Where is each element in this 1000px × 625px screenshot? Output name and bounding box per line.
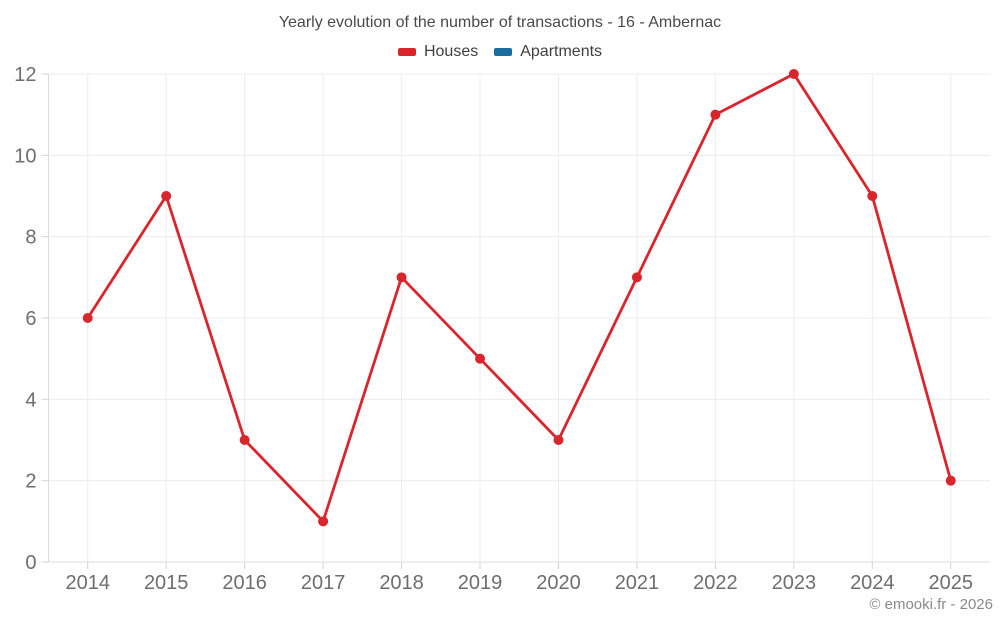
x-tick-label: 2017 [301, 572, 346, 594]
x-tick-label: 2025 [929, 572, 974, 594]
data-point-houses-2023[interactable] [788, 69, 799, 79]
x-tick-label: 2022 [693, 572, 738, 594]
data-point-houses-2015[interactable] [161, 191, 172, 201]
data-point-houses-2020[interactable] [553, 435, 564, 445]
legend-label-apartments: Apartments [520, 43, 603, 60]
x-tick-label: 2019 [458, 572, 503, 594]
legend-item-apartments[interactable]: Apartments [494, 43, 602, 61]
legend-item-houses[interactable]: Houses [397, 43, 479, 61]
chart-title: Yearly evolution of the number of transa… [278, 14, 722, 31]
y-tick-label: 6 [25, 308, 36, 330]
copyright-text: © emooki.fr - 2026 [869, 596, 993, 613]
data-point-houses-2019[interactable] [475, 353, 486, 364]
y-tick-label: 0 [25, 552, 36, 574]
x-tick-label: 2021 [615, 572, 660, 594]
apartments-swatch-icon [494, 48, 513, 56]
y-tick-label: 2 [25, 471, 36, 493]
data-point-houses-2021[interactable] [631, 272, 642, 283]
x-tick-label: 2018 [379, 572, 424, 594]
data-point-houses-2025[interactable] [945, 475, 956, 486]
legend-label-houses: Houses [423, 43, 479, 60]
data-point-houses-2014[interactable] [82, 313, 93, 323]
data-point-houses-2017[interactable] [318, 516, 329, 527]
houses-swatch-icon [397, 48, 416, 56]
x-tick-label: 2024 [850, 572, 895, 594]
data-point-houses-2018[interactable] [396, 272, 407, 283]
legend: Houses Apartments [0, 43, 1000, 61]
y-tick-label: 10 [14, 145, 36, 167]
series-line-houses [86, 72, 953, 523]
x-tick-label: 2015 [144, 572, 189, 594]
data-point-houses-2024[interactable] [867, 191, 878, 201]
data-point-houses-2022[interactable] [710, 109, 721, 120]
x-tick-label: 2023 [772, 572, 817, 594]
data-point-houses-2016[interactable] [239, 435, 250, 445]
x-tick-label: 2014 [65, 572, 110, 594]
x-tick-label: 2016 [222, 572, 267, 594]
y-tick-label: 12 [14, 64, 36, 86]
y-tick-label: 8 [25, 227, 36, 249]
x-tick-label: 2020 [536, 572, 581, 594]
y-tick-label: 4 [25, 389, 36, 411]
